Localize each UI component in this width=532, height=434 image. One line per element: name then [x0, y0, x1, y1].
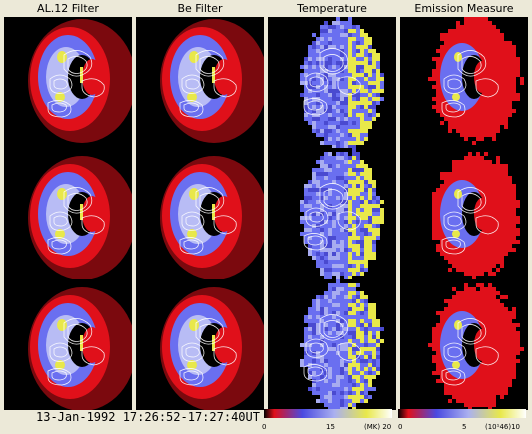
column-header-al12: AL.12 Filter	[37, 2, 99, 15]
column-header-temperature: Temperature	[297, 2, 367, 15]
temperature-tick-max: (MK) 20	[364, 423, 392, 431]
emission-tick-max: (10¹46)10	[485, 423, 520, 431]
emission-tick-min: 0	[398, 423, 403, 431]
temperature-colorbar	[264, 409, 392, 418]
panel-temperature-row-2	[268, 148, 396, 279]
panel-emission-row-3	[400, 279, 528, 410]
emission-measure-colorbar	[398, 409, 526, 418]
panel-intensity-row-1	[136, 17, 264, 148]
observation-date-range: 13-Jan-1992 17:26:52-17:27:40UT	[36, 410, 260, 424]
temperature-tick-mid: 15	[326, 423, 335, 431]
panel-emission-row-1	[400, 17, 528, 148]
column-header-be: Be Filter	[177, 2, 223, 15]
panel-intensity-row-3	[4, 279, 132, 410]
panel-intensity-row-1	[4, 17, 132, 148]
panel-temperature-row-3	[268, 279, 396, 410]
panel-emission-row-2	[400, 148, 528, 279]
panel-intensity-row-3	[136, 279, 264, 410]
temperature-tick-min: 0	[262, 423, 267, 431]
column-header-emission-measure: Emission Measure	[414, 2, 514, 15]
panel-intensity-row-2	[136, 148, 264, 279]
panel-intensity-row-2	[4, 148, 132, 279]
panel-temperature-row-1	[268, 17, 396, 148]
emission-tick-mid: 5	[462, 423, 467, 431]
